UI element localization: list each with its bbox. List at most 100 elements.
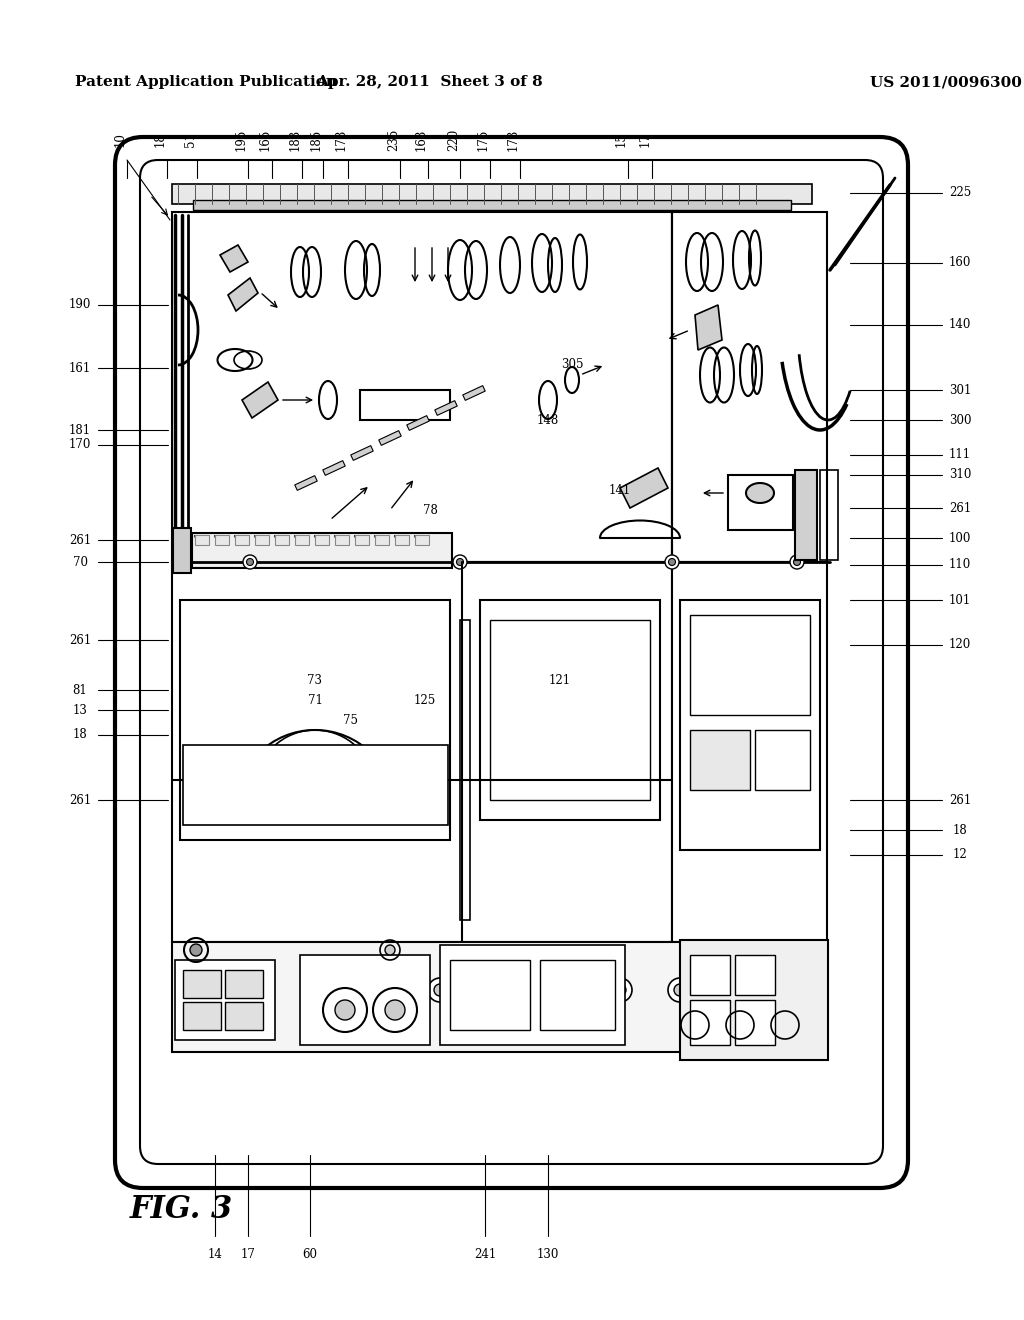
Polygon shape xyxy=(620,469,668,508)
Bar xyxy=(225,1002,263,1030)
Circle shape xyxy=(190,944,202,956)
Text: US 2011/0096300 A1: US 2011/0096300 A1 xyxy=(870,75,1024,88)
Text: 190: 190 xyxy=(69,298,91,312)
Polygon shape xyxy=(220,246,248,272)
Circle shape xyxy=(248,978,272,1002)
Circle shape xyxy=(385,1001,406,1020)
Text: 121: 121 xyxy=(549,673,571,686)
Text: 181: 181 xyxy=(69,424,91,437)
Text: 14: 14 xyxy=(208,1247,222,1261)
Bar xyxy=(680,940,828,1060)
Text: 111: 111 xyxy=(949,449,971,462)
Text: 18: 18 xyxy=(73,729,87,742)
Text: 305: 305 xyxy=(561,359,584,371)
Text: 73: 73 xyxy=(307,673,323,686)
Circle shape xyxy=(674,983,686,997)
Text: 10: 10 xyxy=(114,132,127,148)
Circle shape xyxy=(494,983,506,997)
Text: 51: 51 xyxy=(184,132,197,148)
Bar xyxy=(795,470,817,560)
Circle shape xyxy=(794,558,801,565)
Text: 101: 101 xyxy=(949,594,971,606)
Bar xyxy=(540,960,615,1030)
Text: 60: 60 xyxy=(302,1247,317,1261)
Bar xyxy=(172,213,672,562)
Text: 18: 18 xyxy=(154,132,167,148)
Text: 185: 185 xyxy=(310,129,323,150)
Bar xyxy=(755,730,810,789)
Circle shape xyxy=(457,558,464,565)
Text: Patent Application Publication: Patent Application Publication xyxy=(75,75,337,88)
FancyBboxPatch shape xyxy=(115,137,908,1188)
Bar xyxy=(490,620,650,800)
Circle shape xyxy=(665,554,679,569)
Polygon shape xyxy=(379,430,401,445)
Bar xyxy=(395,535,409,545)
Text: 195: 195 xyxy=(234,129,248,152)
Text: 178: 178 xyxy=(335,129,348,150)
Polygon shape xyxy=(295,475,317,490)
Text: 235: 235 xyxy=(387,129,400,152)
Bar xyxy=(173,528,191,573)
Bar xyxy=(275,535,289,545)
Circle shape xyxy=(774,983,786,997)
Text: 161: 161 xyxy=(69,362,91,375)
Bar xyxy=(690,615,810,715)
Text: 125: 125 xyxy=(414,693,436,706)
Bar xyxy=(300,954,430,1045)
Bar xyxy=(690,1001,730,1045)
Bar xyxy=(172,562,672,942)
Polygon shape xyxy=(242,381,278,418)
Text: 13: 13 xyxy=(73,704,87,717)
Text: 17: 17 xyxy=(241,1247,255,1261)
Polygon shape xyxy=(463,385,485,400)
Text: 173: 173 xyxy=(507,129,520,152)
Bar xyxy=(450,960,530,1030)
Text: 220: 220 xyxy=(447,129,460,150)
Text: 120: 120 xyxy=(949,639,971,652)
Polygon shape xyxy=(228,279,258,312)
Bar xyxy=(183,970,221,998)
Circle shape xyxy=(548,978,572,1002)
Text: 141: 141 xyxy=(609,483,631,496)
Bar xyxy=(172,942,827,1052)
FancyBboxPatch shape xyxy=(140,160,883,1164)
Text: Apr. 28, 2011  Sheet 3 of 8: Apr. 28, 2011 Sheet 3 of 8 xyxy=(316,75,544,88)
Circle shape xyxy=(790,554,804,569)
Circle shape xyxy=(668,978,692,1002)
Bar xyxy=(735,954,775,995)
Circle shape xyxy=(453,554,467,569)
Circle shape xyxy=(718,978,742,1002)
Bar xyxy=(335,535,349,545)
Bar xyxy=(375,535,389,545)
Circle shape xyxy=(488,978,512,1002)
Polygon shape xyxy=(435,401,458,416)
Text: 15: 15 xyxy=(615,132,628,148)
Text: 75: 75 xyxy=(342,714,357,726)
Bar xyxy=(215,535,229,545)
Polygon shape xyxy=(407,416,429,430)
Circle shape xyxy=(374,983,386,997)
Text: 71: 71 xyxy=(307,693,323,706)
Text: 241: 241 xyxy=(474,1247,496,1261)
Circle shape xyxy=(434,983,446,997)
Bar xyxy=(735,1001,775,1045)
Text: 18: 18 xyxy=(952,824,968,837)
Text: 301: 301 xyxy=(949,384,971,396)
Text: 70: 70 xyxy=(73,556,87,569)
Bar xyxy=(193,533,452,568)
Circle shape xyxy=(177,560,187,570)
Bar xyxy=(415,535,429,545)
Bar xyxy=(480,601,660,820)
Ellipse shape xyxy=(746,483,774,503)
Bar xyxy=(690,730,750,789)
Text: 261: 261 xyxy=(69,634,91,647)
Bar xyxy=(360,389,450,420)
Bar xyxy=(255,535,269,545)
Bar xyxy=(820,470,838,560)
Circle shape xyxy=(247,558,254,565)
Text: 160: 160 xyxy=(949,256,971,269)
Bar xyxy=(315,535,329,545)
Bar xyxy=(295,535,309,545)
Bar xyxy=(180,601,450,840)
